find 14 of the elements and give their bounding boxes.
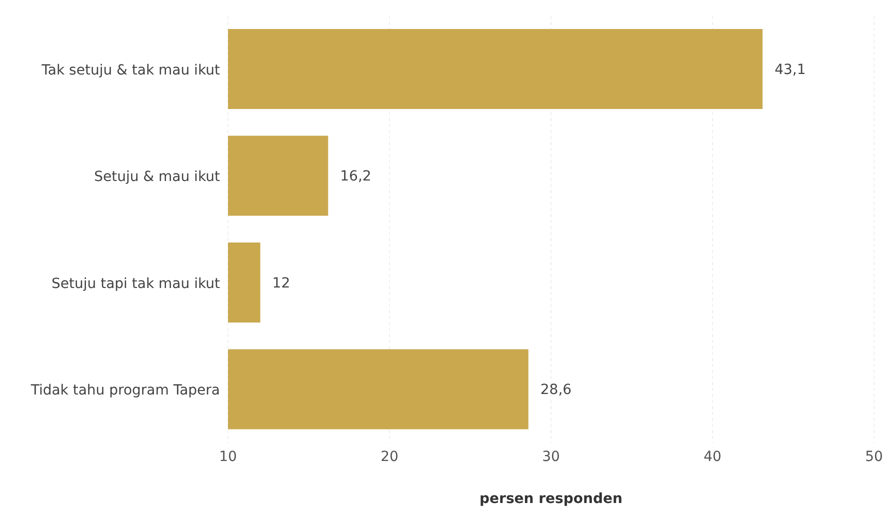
y-tick-label: Tak setuju & tak mau ikut <box>40 62 220 78</box>
y-tick-label: Setuju tapi tak mau ikut <box>52 276 221 292</box>
x-tick-label: 30 <box>542 448 560 465</box>
x-tick-label: 10 <box>219 448 237 465</box>
data-label: 43,1 <box>774 62 806 78</box>
x-tick-label: 20 <box>380 448 398 465</box>
x-tick-label: 40 <box>704 448 722 465</box>
data-label: 12 <box>272 275 290 292</box>
x-tick-label: 50 <box>865 448 883 465</box>
y-tick-label: Setuju & mau ikut <box>94 169 220 186</box>
data-label: 16,2 <box>340 168 372 185</box>
data-label: 28,6 <box>540 382 572 398</box>
y-tick-label: Tidak tahu program Tapera <box>30 382 220 399</box>
x-axis-title: persen responden <box>480 491 622 507</box>
